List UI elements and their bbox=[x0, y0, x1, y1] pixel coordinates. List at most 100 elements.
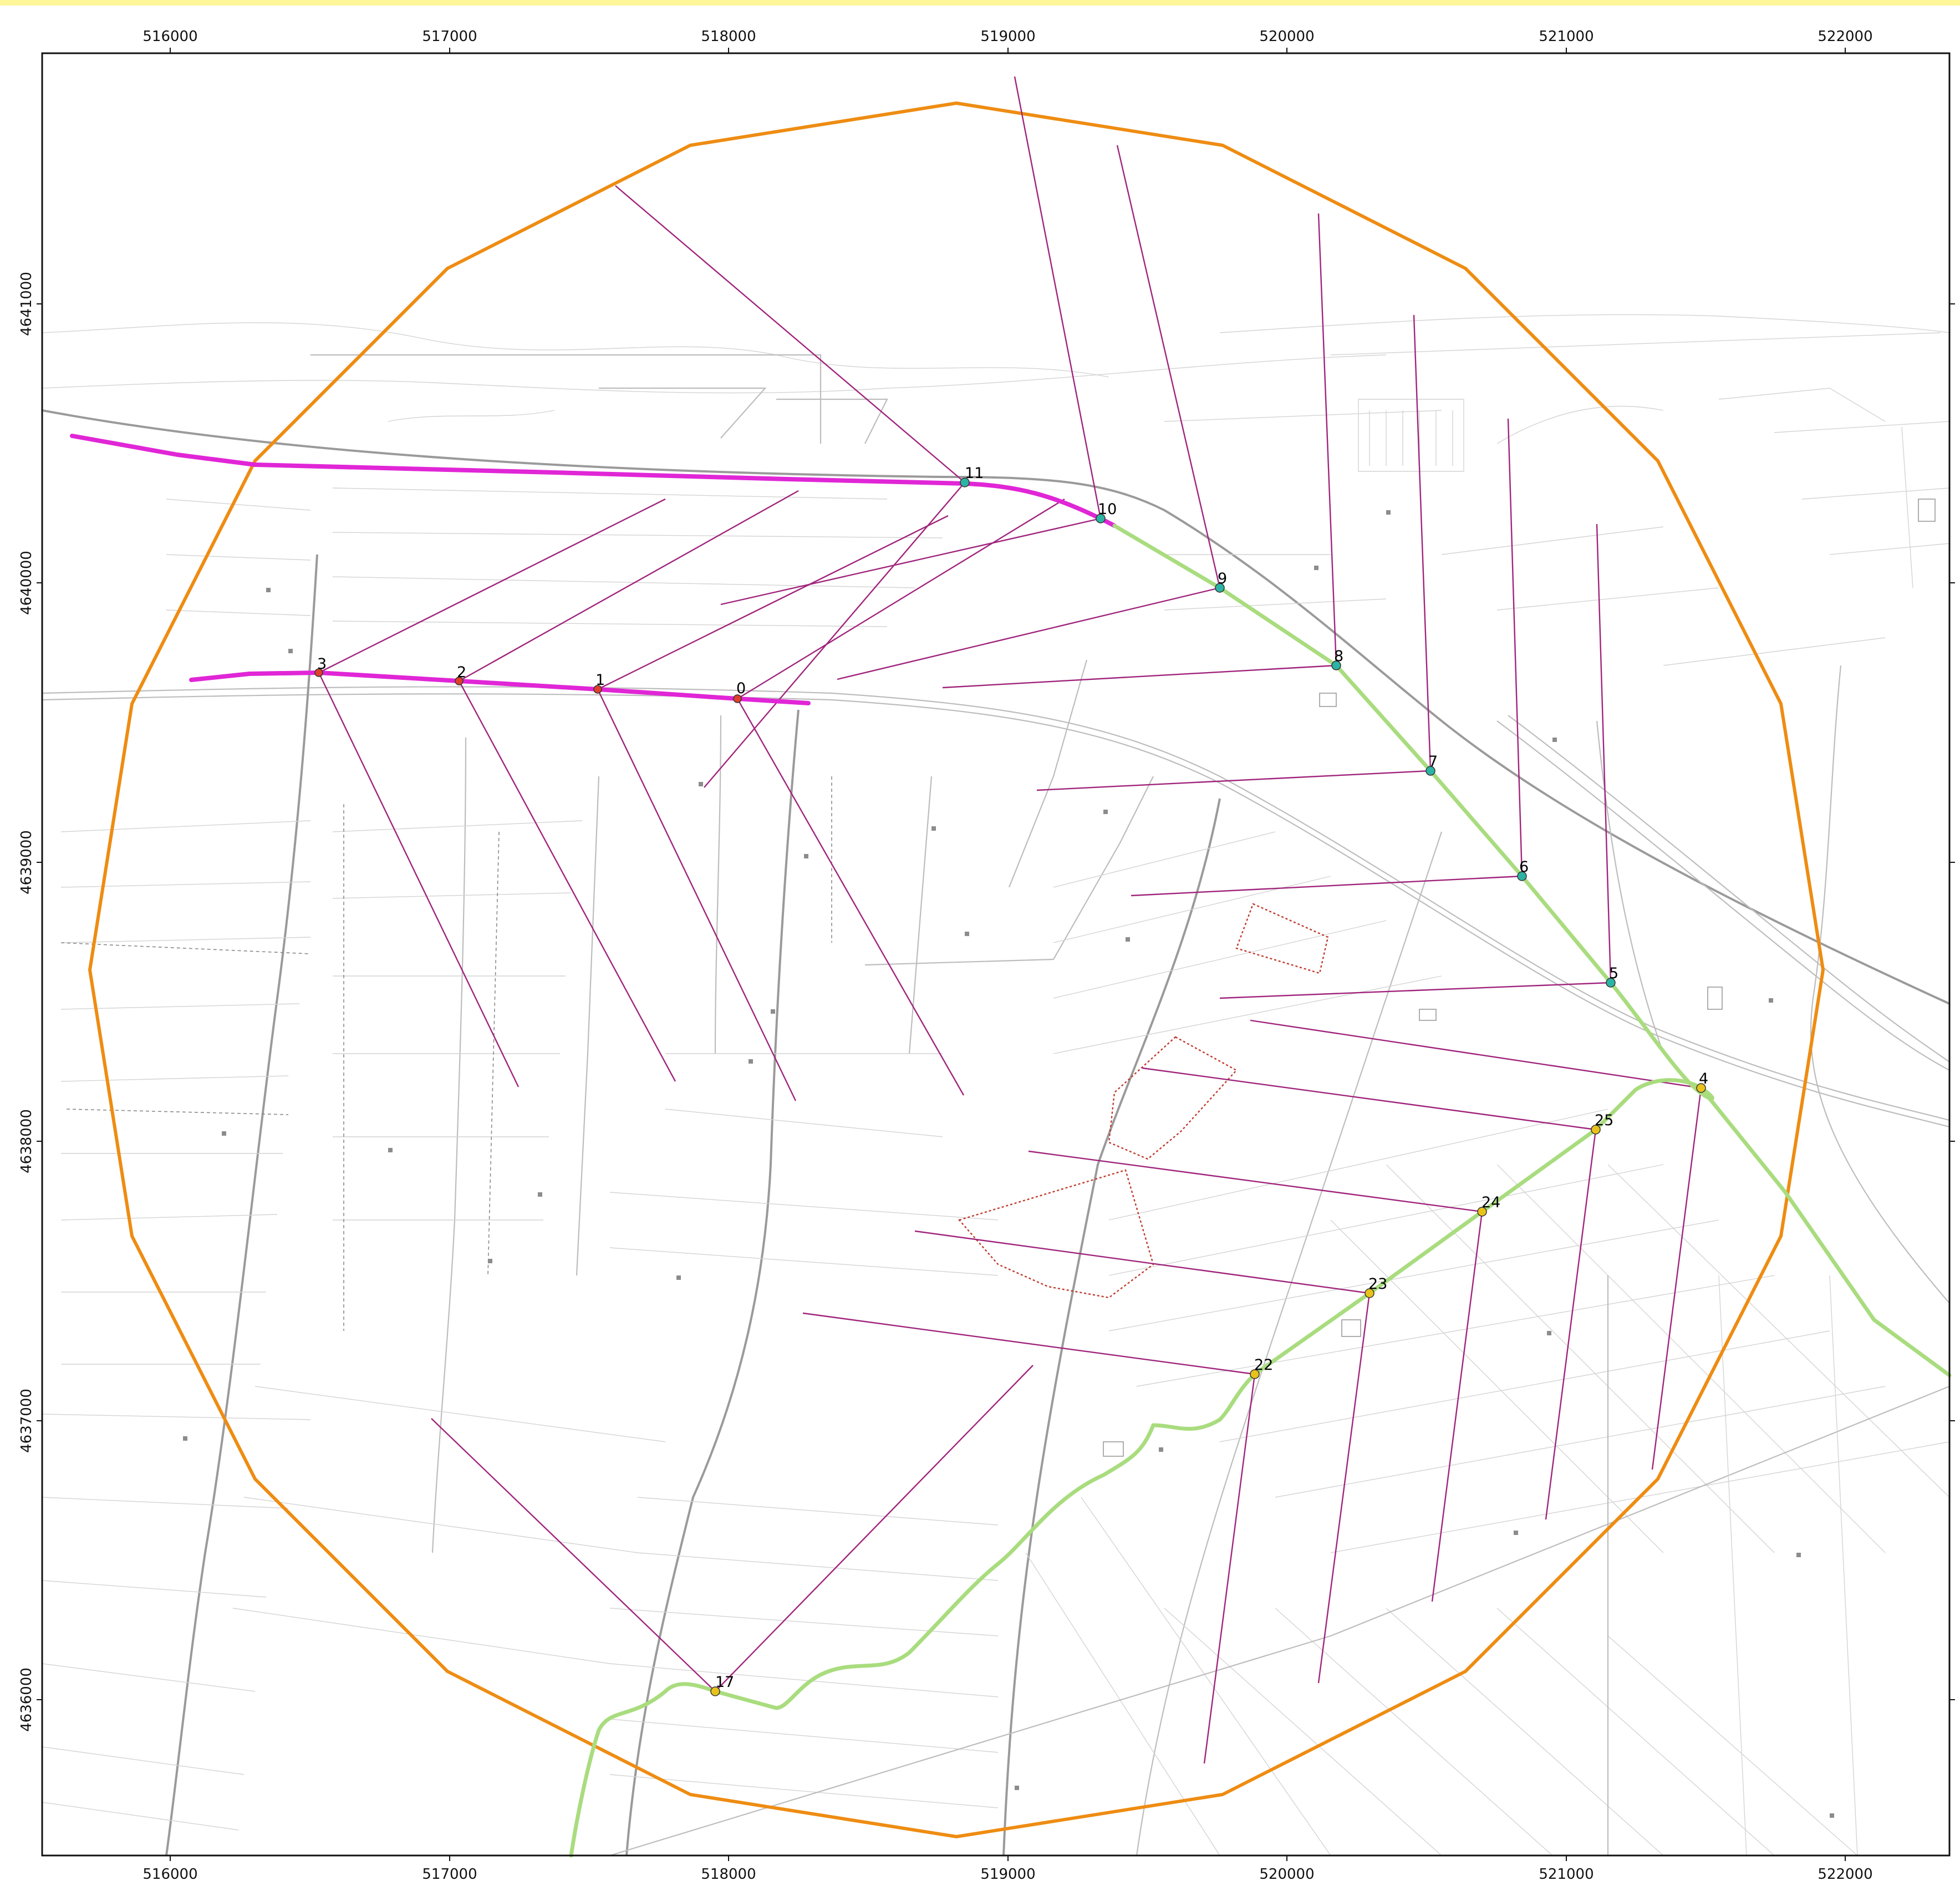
sight-line bbox=[704, 482, 965, 788]
sight-line bbox=[837, 587, 1220, 680]
point-label: 5 bbox=[1609, 965, 1618, 982]
point-0[interactable] bbox=[733, 694, 742, 703]
x-tick-label: 517000 bbox=[422, 1866, 477, 1883]
sight-line bbox=[431, 1418, 716, 1692]
x-tick-label: 516000 bbox=[142, 1866, 197, 1883]
sight-lines bbox=[318, 76, 1702, 1764]
point-label: 7 bbox=[1428, 753, 1438, 770]
point-label: 11 bbox=[965, 465, 984, 482]
sight-line bbox=[1507, 418, 1523, 877]
sight-line bbox=[1036, 770, 1431, 791]
point-label: 3 bbox=[317, 655, 327, 673]
sight-line bbox=[1413, 314, 1432, 771]
sight-line bbox=[720, 517, 1101, 606]
x-axis-top: 516000 517000 518000 519000 520000 52100… bbox=[142, 28, 1872, 45]
x-tick-label: 521000 bbox=[1539, 28, 1594, 45]
point-22[interactable] bbox=[1250, 1369, 1260, 1379]
sight-line bbox=[318, 498, 666, 674]
sight-line bbox=[597, 515, 949, 690]
sight-line bbox=[1219, 982, 1611, 999]
point-label: 22 bbox=[1254, 1356, 1273, 1374]
x-tick-label: 516000 bbox=[142, 28, 197, 45]
buffer-polygon bbox=[88, 101, 1825, 1838]
point-label: 24 bbox=[1482, 1194, 1500, 1211]
x-tick-label: 518000 bbox=[701, 28, 756, 45]
green-route bbox=[569, 523, 1952, 1858]
observation-points bbox=[314, 477, 1706, 1696]
green-route-spur bbox=[569, 1078, 1703, 1858]
point-label: 8 bbox=[1334, 648, 1343, 665]
dotted-area-south bbox=[958, 1169, 1154, 1299]
sight-line bbox=[1142, 1067, 1596, 1131]
green-route-east bbox=[1112, 523, 1952, 1377]
point-1[interactable] bbox=[593, 685, 602, 694]
y-tick-label: 4641000 bbox=[18, 272, 35, 336]
point-label: 17 bbox=[715, 1674, 734, 1691]
top-highlight-strip bbox=[0, 0, 1960, 6]
sight-line bbox=[615, 185, 965, 483]
sight-line bbox=[1116, 145, 1221, 588]
point-labels: 0 1 2 3 4 5 6 7 8 9 10 11 17 22 23 24 25 bbox=[317, 465, 1708, 1691]
x-tick-label: 520000 bbox=[1259, 28, 1314, 45]
x-tick-label: 522000 bbox=[1818, 28, 1872, 45]
sight-line bbox=[737, 498, 1065, 700]
point-label: 2 bbox=[457, 664, 466, 681]
sight-line bbox=[1431, 1211, 1483, 1602]
point-label: 23 bbox=[1368, 1275, 1387, 1293]
point-2[interactable] bbox=[455, 677, 464, 685]
sight-line bbox=[458, 680, 676, 1082]
x-tick-label: 518000 bbox=[701, 1866, 756, 1883]
dotted-areas bbox=[958, 903, 1329, 1299]
point-label: 0 bbox=[736, 680, 746, 697]
x-tick-label: 521000 bbox=[1539, 1866, 1594, 1883]
point-3[interactable] bbox=[314, 668, 323, 677]
sight-line bbox=[802, 1312, 1255, 1375]
sight-line bbox=[459, 490, 799, 682]
point-4[interactable] bbox=[1696, 1083, 1706, 1093]
sight-line bbox=[1131, 875, 1523, 897]
sight-line bbox=[597, 689, 797, 1101]
point-24[interactable] bbox=[1477, 1207, 1487, 1217]
point-11[interactable] bbox=[960, 477, 970, 487]
sight-line bbox=[1028, 1150, 1483, 1213]
dotted-area-middle bbox=[1108, 1036, 1238, 1160]
x-tick-label: 519000 bbox=[980, 1866, 1035, 1883]
x-tick-label: 522000 bbox=[1818, 1866, 1872, 1883]
basemap bbox=[42, 314, 1949, 1856]
y-tick-label: 4639000 bbox=[18, 830, 35, 894]
y-tick-label: 4640000 bbox=[18, 551, 35, 615]
sight-line bbox=[1317, 213, 1337, 666]
point-label: 10 bbox=[1098, 501, 1117, 518]
point-10[interactable] bbox=[1096, 514, 1106, 523]
sight-line bbox=[736, 698, 965, 1096]
x-tick-label: 519000 bbox=[980, 28, 1035, 45]
sight-line bbox=[1545, 1129, 1597, 1520]
x-tick-label: 517000 bbox=[422, 28, 477, 45]
point-17[interactable] bbox=[710, 1686, 720, 1696]
sight-line bbox=[1250, 1019, 1702, 1089]
sight-line bbox=[1014, 76, 1102, 519]
tick-marks bbox=[37, 48, 1955, 1861]
point-label: 6 bbox=[1519, 858, 1529, 876]
point-25[interactable] bbox=[1591, 1125, 1601, 1135]
map-frame bbox=[41, 52, 1951, 1857]
point-6[interactable] bbox=[1517, 871, 1527, 881]
sight-line bbox=[1317, 1293, 1371, 1684]
y-tick-label: 4637000 bbox=[18, 1389, 35, 1453]
point-23[interactable] bbox=[1365, 1288, 1374, 1298]
x-axis-bottom: 516000 517000 518000 519000 520000 52100… bbox=[142, 1866, 1872, 1883]
point-5[interactable] bbox=[1606, 978, 1616, 988]
sight-line bbox=[1596, 523, 1612, 983]
sight-line bbox=[318, 672, 520, 1087]
magenta-route-north bbox=[70, 434, 1117, 528]
point-9[interactable] bbox=[1215, 583, 1225, 593]
x-tick-label: 520000 bbox=[1259, 1866, 1314, 1883]
map-area bbox=[42, 53, 1949, 1856]
y-tick-label: 4636000 bbox=[18, 1668, 35, 1732]
point-label: 4 bbox=[1699, 1070, 1708, 1087]
point-8[interactable] bbox=[1331, 660, 1341, 670]
y-axis-left: 4641000 4640000 4639000 4638000 4637000 … bbox=[18, 272, 35, 1732]
point-7[interactable] bbox=[1426, 766, 1435, 776]
dotted-area-north bbox=[1235, 903, 1329, 974]
